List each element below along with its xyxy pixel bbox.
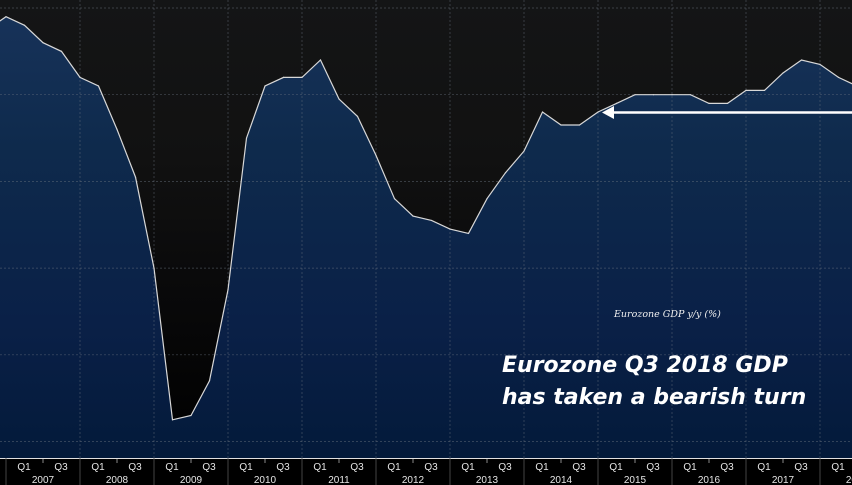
year-tick-label: 2014 — [550, 475, 573, 485]
quarter-tick-label: Q3 — [128, 462, 142, 473]
year-tick-label: 2016 — [698, 475, 721, 485]
quarter-tick-label: Q1 — [387, 462, 401, 473]
headline-annotation: Eurozone Q3 2018 GDP has taken a bearish… — [502, 350, 806, 414]
data-point-2011-Q4 — [356, 115, 359, 117]
data-point-2015-Q4 — [652, 94, 655, 96]
quarter-tick-label: Q3 — [572, 462, 586, 473]
gridlines — [0, 0, 852, 458]
year-tick-label: 2010 — [254, 475, 277, 485]
data-point-2009-Q3 — [190, 414, 192, 417]
data-point-2008-Q4 — [134, 176, 137, 178]
year-tick-label: 2015 — [624, 475, 647, 485]
data-point-2016-Q3 — [708, 102, 710, 104]
gdp-line — [0, 16, 852, 421]
series-label: Eurozone GDP y/y (%) — [614, 309, 721, 320]
data-points — [5, 16, 840, 421]
data-point-2014-Q4 — [578, 124, 581, 126]
data-point-2015-Q1 — [597, 111, 599, 113]
quarter-tick-label: Q3 — [54, 462, 68, 473]
data-point-2010-Q3 — [264, 85, 266, 87]
data-point-2008-Q1 — [79, 76, 81, 78]
data-point-2017-Q1 — [745, 89, 747, 91]
quarter-tick-label: Q1 — [757, 462, 771, 473]
data-point-2009-Q1 — [153, 267, 155, 269]
quarter-tick-label: Q1 — [461, 462, 475, 473]
quarter-tick-label: Q3 — [424, 462, 438, 473]
year-tick-label: 2017 — [772, 475, 795, 485]
left-arrow-icon — [602, 106, 852, 119]
year-tick-label: 2018 — [846, 475, 852, 485]
headline-line-1: Eurozone Q3 2018 GDP — [502, 353, 788, 378]
quarter-tick-label: Q1 — [91, 462, 105, 473]
data-point-2017-Q3 — [782, 72, 784, 74]
quarter-tick-label: Q1 — [535, 462, 549, 473]
data-point-2013-Q2 — [467, 232, 470, 235]
data-point-2013-Q4 — [504, 172, 507, 174]
year-tick-label: 2007 — [32, 475, 55, 485]
data-point-2015-Q2 — [615, 102, 618, 104]
data-point-2016-Q1 — [671, 94, 673, 96]
data-point-2016-Q4 — [726, 102, 729, 104]
quarter-tick-label: Q1 — [165, 462, 179, 473]
data-point-2014-Q2 — [541, 111, 544, 113]
data-point-2012-Q1 — [375, 154, 377, 156]
data-point-2011-Q1 — [301, 76, 303, 78]
data-point-2016-Q2 — [689, 94, 692, 96]
quarter-tick-label: Q1 — [609, 462, 623, 473]
data-point-2008-Q3 — [116, 128, 118, 130]
gdp-area-fill — [0, 16, 852, 458]
data-point-2010-Q1 — [227, 289, 229, 291]
year-tick-label: 2012 — [402, 475, 425, 485]
data-point-2011-Q3 — [338, 98, 340, 100]
data-point-2009-Q2 — [171, 419, 174, 421]
data-point-2017-Q2 — [763, 89, 766, 91]
data-point-2018-Q1 — [819, 63, 821, 65]
year-tick-label: 2013 — [476, 475, 499, 485]
data-point-2014-Q3 — [560, 124, 562, 126]
data-point-2013-Q1 — [449, 228, 451, 230]
quarter-tick-label: Q3 — [794, 462, 808, 473]
data-point-2010-Q2 — [245, 137, 248, 139]
data-point-2008-Q2 — [97, 85, 100, 87]
data-point-2012-Q3 — [412, 215, 414, 217]
data-point-2017-Q4 — [800, 59, 803, 61]
quarter-tick-label: Q1 — [683, 462, 697, 473]
data-point-2013-Q3 — [486, 198, 488, 200]
data-point-2007-Q4 — [60, 50, 63, 52]
data-point-2012-Q2 — [393, 198, 396, 200]
year-tick-label: 2009 — [180, 475, 203, 485]
data-point-2009-Q4 — [208, 380, 211, 382]
quarter-tick-label: Q3 — [646, 462, 660, 473]
quarter-tick-label: Q3 — [202, 462, 216, 473]
x-axis-band — [0, 458, 852, 485]
quarter-tick-label: Q1 — [17, 462, 31, 473]
quarter-tick-label: Q3 — [350, 462, 364, 473]
year-tick-label: 2011 — [328, 475, 350, 485]
headline-line-2: has taken a bearish turn — [502, 385, 807, 410]
quarter-tick-label: Q1 — [831, 462, 845, 473]
data-point-2007-Q1 — [5, 16, 7, 18]
data-point-2015-Q3 — [634, 94, 636, 96]
data-point-2012-Q4 — [430, 219, 433, 222]
quarter-tick-label: Q3 — [498, 462, 512, 473]
year-tick-label: 2008 — [106, 475, 129, 485]
data-point-2011-Q2 — [319, 59, 322, 61]
data-point-2007-Q3 — [42, 42, 44, 44]
data-point-2010-Q4 — [282, 76, 285, 78]
quarter-tick-label: Q3 — [720, 462, 734, 473]
data-point-2007-Q2 — [23, 24, 26, 26]
quarter-tick-label: Q1 — [239, 462, 253, 473]
quarter-tick-label: Q1 — [313, 462, 327, 473]
data-point-2018-Q2 — [837, 76, 840, 78]
data-point-2014-Q1 — [523, 150, 525, 152]
quarter-tick-label: Q3 — [276, 462, 290, 473]
